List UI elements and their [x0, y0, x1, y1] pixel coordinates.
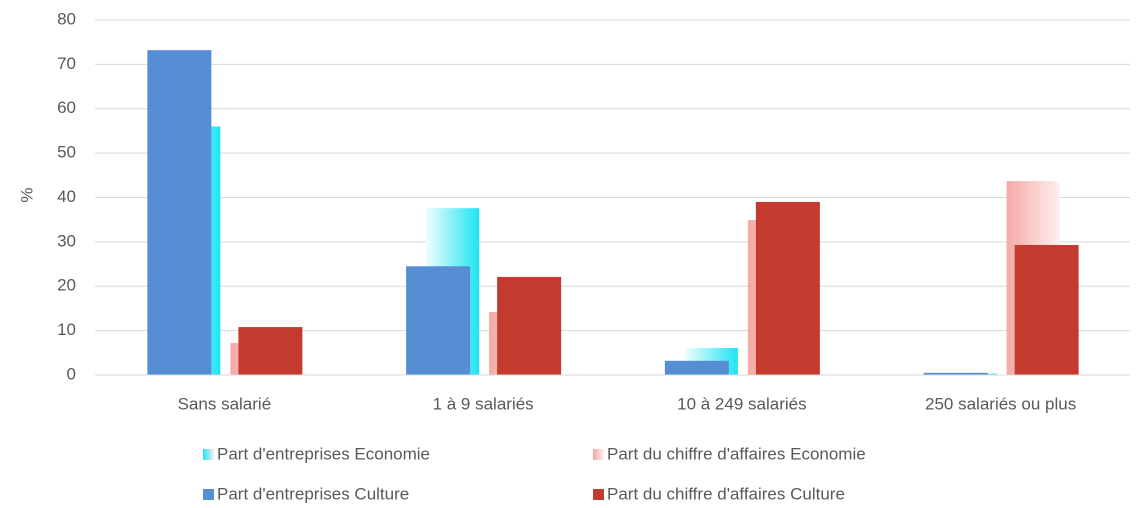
y-tick-label: 70	[57, 54, 76, 73]
legend-swatch	[203, 489, 214, 500]
legend-swatch	[593, 449, 604, 460]
y-tick-label: 80	[57, 9, 76, 28]
x-tick-label: Sans salarié	[178, 394, 272, 413]
bar	[238, 327, 303, 375]
x-tick-label: 250 salariés ou plus	[925, 394, 1076, 413]
y-tick-label: 0	[67, 364, 76, 383]
y-tick-label: 40	[57, 187, 76, 206]
legend-label: Part du chiffre d'affaires Economie	[607, 444, 866, 463]
legend-label: Part du chiffre d'affaires Culture	[607, 484, 845, 503]
bar	[497, 276, 562, 375]
y-tick-label: 30	[57, 231, 76, 250]
y-axis-label: %	[17, 187, 36, 202]
bar	[923, 372, 988, 375]
bar	[1014, 244, 1079, 375]
x-tick-label: 1 à 9 salariés	[433, 394, 534, 413]
legend-swatch	[593, 489, 604, 500]
legend-swatch	[203, 449, 214, 460]
bar	[147, 50, 212, 376]
y-tick-label: 50	[57, 143, 76, 162]
y-tick-label: 10	[57, 320, 76, 339]
bar	[664, 360, 729, 375]
y-tick-label: 60	[57, 98, 76, 117]
y-tick-label: 20	[57, 276, 76, 295]
legend-label: Part d'entreprises Culture	[217, 484, 409, 503]
bar	[406, 266, 471, 375]
bar	[755, 201, 820, 375]
x-tick-label: 10 à 249 salariés	[677, 394, 806, 413]
legend-label: Part d'entreprises Economie	[217, 444, 430, 463]
